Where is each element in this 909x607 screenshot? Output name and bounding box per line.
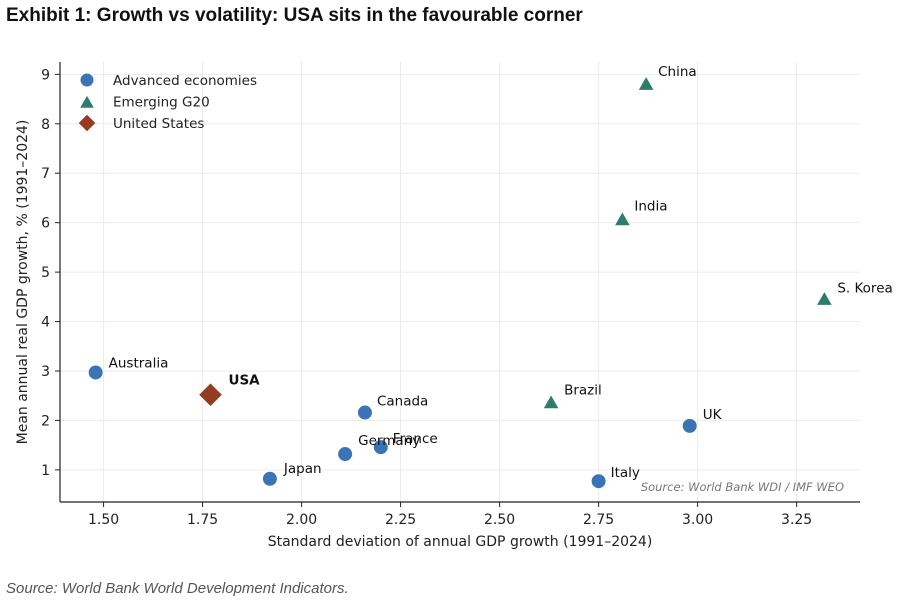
tick-labels: 1.50 1.75 2.00 2.25 2.50 2.75 3.00 3.25 1 2 3 4 5 6 7 8… <box>41 67 812 528</box>
point-germany <box>337 446 354 463</box>
footer-source: Source: World Bank World Development Ind… <box>6 580 349 597</box>
point-label-s-korea: S. Korea <box>837 280 892 296</box>
x-tick-label: 3.25 <box>781 512 812 528</box>
legend-marker-advanced-economies <box>79 72 95 88</box>
point-australia <box>87 364 104 381</box>
y-tick-label: 3 <box>41 364 50 380</box>
grid <box>60 62 860 502</box>
chart-source-annotation: Source: World Bank WDI / IMF WEO <box>641 480 844 494</box>
point-label-germany: Germany <box>358 433 420 449</box>
point-india <box>613 210 632 227</box>
y-tick-label: 6 <box>41 216 50 232</box>
x-tick-label: 1.75 <box>187 512 218 528</box>
point-label-canada: Canada <box>377 394 428 410</box>
point-label-usa: USA <box>228 373 260 389</box>
point-label-uk: UK <box>703 407 723 423</box>
point-s-korea <box>815 290 834 306</box>
x-tick-label: 1.50 <box>88 512 119 528</box>
y-axis-label: Mean annual real GDP growth, % (1991–202… <box>15 120 31 445</box>
point-label-australia: Australia <box>109 355 169 371</box>
axes <box>59 62 860 503</box>
y-tick-label: 4 <box>41 315 50 331</box>
x-tick-label: 2.75 <box>583 512 614 528</box>
y-tick-label: 8 <box>41 117 50 133</box>
point-label-india: India <box>634 199 667 215</box>
point-france <box>372 439 389 456</box>
x-tick-label: 2.50 <box>484 512 515 528</box>
scatter-chart: 1.50 1.75 2.00 2.25 2.50 2.75 3.00 3.25 1 2 3 4 5 6 7 8… <box>15 62 893 550</box>
point-japan <box>261 470 278 487</box>
point-label-brazil: Brazil <box>564 383 602 399</box>
point-brazil <box>542 393 560 410</box>
x-axis-label: Standard deviation of annual GDP growth … <box>268 534 653 550</box>
point-china <box>637 75 655 91</box>
point-labels: Australia Japan Germany Canada France Italy UK… <box>109 64 893 481</box>
point-italy <box>590 473 607 490</box>
y-tick-label: 5 <box>41 265 50 281</box>
x-tick-label: 2.25 <box>385 512 416 528</box>
legend-marker-united-states <box>77 113 97 133</box>
exhibit-title: Exhibit 1: Growth vs volatility: USA sit… <box>6 5 583 26</box>
legend-label-united-states: United States <box>113 116 204 132</box>
data-points <box>87 75 834 490</box>
x-tick-label: 3.00 <box>682 512 713 528</box>
legend-marker-emerging-g20 <box>78 94 96 109</box>
point-canada <box>356 404 373 421</box>
point-label-italy: Italy <box>611 465 640 481</box>
y-tick-label: 1 <box>41 463 50 479</box>
point-usa <box>197 382 224 408</box>
point-label-china: China <box>658 64 697 80</box>
x-tick-label: 2.00 <box>286 512 317 528</box>
y-tick-label: 7 <box>41 166 50 182</box>
point-uk <box>681 417 698 434</box>
point-label-france: France <box>393 431 438 447</box>
legend-label-emerging-g20: Emerging G20 <box>113 95 210 111</box>
point-label-japan: Japan <box>283 461 322 477</box>
y-tick-label: 2 <box>41 413 50 429</box>
legend-label-advanced-economies: Advanced economies <box>113 73 257 89</box>
y-tick-label: 9 <box>41 67 50 83</box>
legend: Advanced economies Emerging G20 United Sta… <box>77 72 257 133</box>
